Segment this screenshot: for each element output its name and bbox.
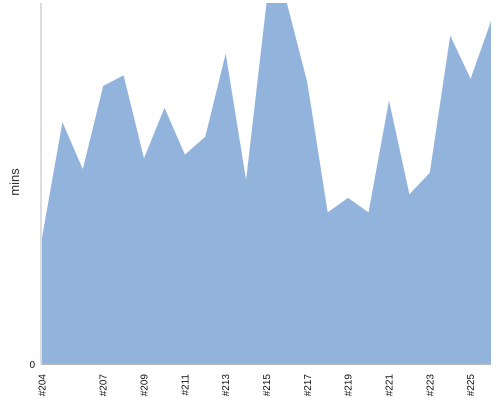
x-tick-label-213: #213 xyxy=(221,374,232,397)
x-tick-label-221: #221 xyxy=(385,374,396,397)
data-point-214 xyxy=(244,178,248,182)
data-point-210 xyxy=(163,106,167,110)
data-point-217 xyxy=(305,80,309,84)
data-point-211 xyxy=(183,153,187,157)
x-tick-label-209: #209 xyxy=(140,374,151,397)
data-point-223 xyxy=(428,171,432,175)
y-axis-label: mins xyxy=(6,168,22,196)
y-tick-label: 0 xyxy=(29,360,35,371)
data-point-221 xyxy=(387,99,391,103)
data-point-207 xyxy=(101,84,105,88)
x-tick-label-211: #211 xyxy=(180,374,191,396)
data-point-216 xyxy=(285,1,289,5)
x-tick-label-223: #223 xyxy=(425,374,436,397)
x-tick-label-219: #219 xyxy=(344,374,355,397)
data-point-225 xyxy=(469,77,473,81)
data-point-205 xyxy=(60,120,64,124)
x-tick-label-204: #204 xyxy=(38,374,49,397)
x-tick-label-217: #217 xyxy=(303,374,314,397)
data-point-218 xyxy=(326,210,330,214)
data-point-215 xyxy=(265,1,269,5)
x-tick-label-215: #215 xyxy=(262,374,273,397)
data-point-220 xyxy=(367,210,371,214)
data-point-222 xyxy=(407,192,411,196)
data-point-208 xyxy=(122,73,126,77)
data-point-224 xyxy=(448,34,452,38)
data-point-226 xyxy=(489,19,493,23)
data-point-212 xyxy=(203,135,207,139)
data-point-213 xyxy=(224,52,228,56)
data-point-219 xyxy=(346,196,350,200)
data-point-209 xyxy=(142,156,146,160)
series-area xyxy=(42,3,491,364)
data-point-206 xyxy=(81,167,85,171)
x-tick-label-207: #207 xyxy=(99,374,110,397)
x-tick-label-225: #225 xyxy=(466,374,477,397)
